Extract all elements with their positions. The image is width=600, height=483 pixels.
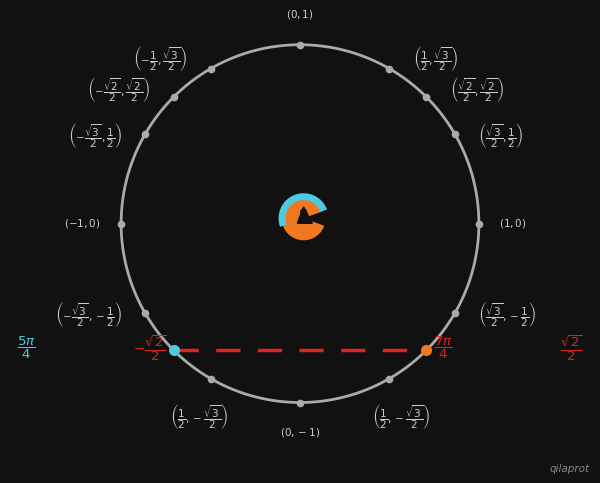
Text: $\dfrac{7\pi}{4}$: $\dfrac{7\pi}{4}$ (434, 335, 452, 361)
Circle shape (281, 196, 326, 240)
Text: $\left(\dfrac{\sqrt{3}}{2},-\dfrac{1}{2}\right)$: $\left(\dfrac{\sqrt{3}}{2},-\dfrac{1}{2}… (478, 300, 536, 329)
Wedge shape (278, 193, 327, 227)
Text: $\left(\dfrac{1}{2},-\dfrac{\sqrt{3}}{2}\right)$: $\left(\dfrac{1}{2},-\dfrac{\sqrt{3}}{2}… (170, 402, 228, 431)
Text: $\left(-\dfrac{1}{2},\dfrac{\sqrt{3}}{2}\right)$: $\left(-\dfrac{1}{2},\dfrac{\sqrt{3}}{2}… (133, 44, 187, 73)
Wedge shape (304, 210, 329, 227)
Text: $\left(\dfrac{\sqrt{3}}{2},\dfrac{1}{2}\right)$: $\left(\dfrac{\sqrt{3}}{2},\dfrac{1}{2}\… (478, 121, 524, 151)
Text: $\dfrac{5\pi}{4}$: $\dfrac{5\pi}{4}$ (17, 335, 36, 361)
Text: $\left(\dfrac{1}{2},\dfrac{\sqrt{3}}{2}\right)$: $\left(\dfrac{1}{2},\dfrac{\sqrt{3}}{2}\… (413, 44, 458, 73)
Text: $-\dfrac{\sqrt{2}}{2}$: $-\dfrac{\sqrt{2}}{2}$ (133, 333, 166, 363)
Circle shape (300, 209, 307, 215)
Text: $\left(-\dfrac{\sqrt{2}}{2},\dfrac{\sqrt{2}}{2}\right)$: $\left(-\dfrac{\sqrt{2}}{2},\dfrac{\sqrt… (87, 75, 150, 104)
Text: $(0,1)$: $(0,1)$ (286, 9, 314, 21)
Polygon shape (298, 207, 313, 223)
Text: $\left(\dfrac{\sqrt{2}}{2},\dfrac{\sqrt{2}}{2}\right)$: $\left(\dfrac{\sqrt{2}}{2},\dfrac{\sqrt{… (450, 75, 504, 104)
Text: $\dfrac{\sqrt{2}}{2}$: $\dfrac{\sqrt{2}}{2}$ (560, 333, 583, 363)
Text: $\left(-\dfrac{\sqrt{3}}{2},\dfrac{1}{2}\right)$: $\left(-\dfrac{\sqrt{3}}{2},\dfrac{1}{2}… (68, 121, 122, 151)
Text: $(0,-1)$: $(0,-1)$ (280, 426, 320, 439)
Text: $\left(\dfrac{1}{2},-\dfrac{\sqrt{3}}{2}\right)$: $\left(\dfrac{1}{2},-\dfrac{\sqrt{3}}{2}… (372, 402, 430, 431)
Text: $\left(-\dfrac{\sqrt{3}}{2},-\dfrac{1}{2}\right)$: $\left(-\dfrac{\sqrt{3}}{2},-\dfrac{1}{2… (55, 300, 122, 329)
Text: $(-1,0)$: $(-1,0)$ (64, 217, 101, 230)
Text: qilaprot: qilaprot (550, 464, 590, 474)
Text: $(1,0)$: $(1,0)$ (499, 217, 527, 230)
